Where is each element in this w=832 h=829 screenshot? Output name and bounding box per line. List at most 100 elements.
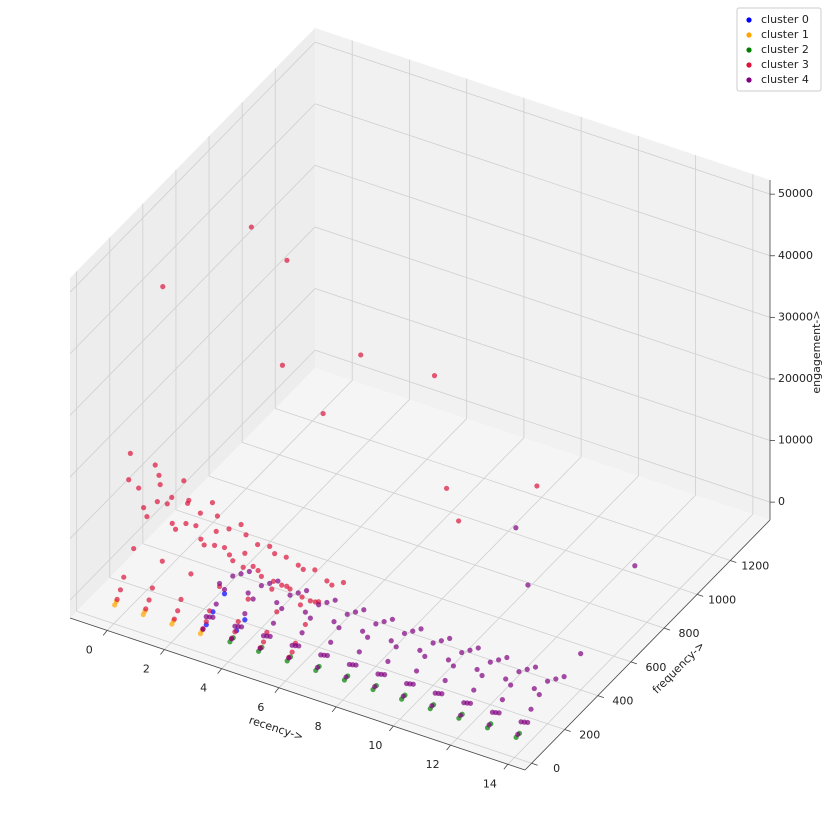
point [141, 505, 147, 511]
point [385, 658, 391, 665]
point [185, 500, 191, 506]
point [373, 621, 379, 627]
grid-line [69, 349, 316, 601]
x-tick-label: 6 [257, 701, 264, 714]
tick-mark [389, 725, 394, 732]
point [260, 633, 267, 639]
point [126, 477, 132, 483]
point [156, 472, 162, 478]
point [238, 624, 245, 630]
point [221, 586, 228, 593]
x-axis-label: recency-> [247, 714, 305, 744]
point [299, 594, 305, 600]
z-tick-label: 40000 [778, 249, 813, 262]
point [232, 623, 238, 629]
y-tick-label: 1000 [708, 593, 736, 606]
point [164, 501, 170, 507]
point [279, 362, 286, 368]
tick-mark [630, 661, 638, 665]
point [302, 609, 308, 615]
point [127, 450, 133, 457]
grid-line [393, 475, 639, 727]
point [242, 617, 248, 623]
point [445, 657, 452, 663]
tick-mark [597, 695, 604, 699]
point [250, 596, 256, 602]
point [246, 568, 252, 575]
point [209, 500, 216, 506]
point [324, 578, 330, 584]
tick-mark [217, 668, 222, 674]
point [496, 710, 502, 716]
point [213, 528, 219, 534]
point [410, 628, 416, 634]
point [632, 563, 638, 569]
point [356, 649, 362, 655]
point [401, 630, 408, 637]
point [467, 700, 474, 706]
point [117, 587, 124, 593]
grid-line [76, 610, 532, 764]
y-tick-label: 1200 [741, 560, 769, 573]
point [213, 601, 219, 607]
legend-label: cluster 0 [761, 13, 809, 26]
grid-line [69, 103, 316, 355]
point [238, 571, 244, 577]
point [221, 591, 228, 597]
grid-line [314, 41, 771, 195]
point [260, 639, 267, 645]
point [284, 583, 290, 589]
point [286, 655, 292, 661]
point [372, 684, 378, 690]
point [429, 703, 435, 709]
point [324, 652, 330, 659]
point [240, 564, 246, 570]
point [245, 590, 251, 596]
point [242, 611, 248, 617]
point [203, 618, 209, 625]
grid-line [69, 288, 316, 539]
point [284, 257, 290, 263]
point [352, 609, 359, 615]
point [418, 626, 424, 632]
tick-mark [331, 706, 337, 713]
x-tick-label: 8 [315, 720, 322, 733]
y-tick-label: 0 [553, 762, 560, 775]
point [489, 709, 496, 715]
point [344, 611, 350, 617]
point [324, 599, 330, 606]
point [289, 649, 295, 655]
point [197, 510, 203, 516]
tick-mark [531, 762, 538, 766]
point [316, 602, 322, 608]
point [422, 653, 428, 659]
point [299, 630, 305, 636]
x-tick-label: 0 [86, 643, 93, 656]
point [296, 643, 302, 649]
grid-line [278, 437, 525, 689]
point [474, 666, 480, 673]
point [471, 687, 477, 693]
point [499, 697, 505, 703]
point [250, 563, 256, 569]
point [353, 662, 359, 668]
point [486, 722, 492, 728]
tick-mark [102, 630, 108, 636]
point [274, 599, 280, 606]
z-tick-label: 0 [778, 495, 785, 508]
point [518, 719, 524, 725]
grid-line [69, 41, 316, 293]
legend-marker [746, 32, 752, 38]
point [274, 609, 280, 615]
y-tick-label: 600 [645, 661, 666, 674]
point [343, 674, 349, 680]
point [200, 626, 206, 632]
point [169, 520, 175, 526]
axis-line [69, 617, 526, 771]
point [193, 523, 199, 529]
point [201, 542, 207, 548]
grid-line [175, 509, 632, 663]
point [443, 485, 450, 491]
point [447, 635, 453, 642]
grid-line [314, 164, 771, 318]
